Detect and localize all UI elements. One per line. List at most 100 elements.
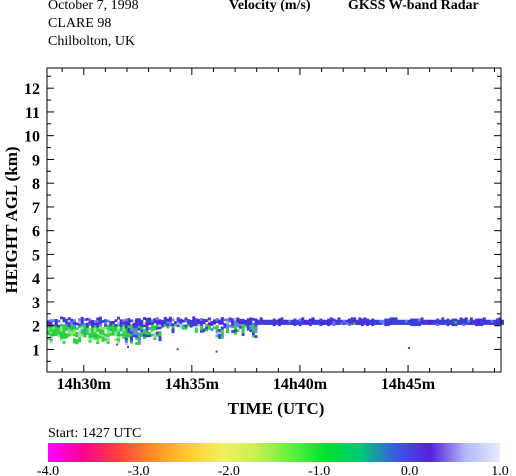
velocity-cell <box>251 334 255 338</box>
velocity-cell <box>106 326 110 330</box>
velocity-cell <box>104 326 108 330</box>
velocity-cell <box>371 318 375 322</box>
velocity-cell <box>59 323 63 327</box>
velocity-cell <box>192 323 196 327</box>
velocity-cell <box>98 326 102 329</box>
velocity-cell <box>88 318 92 322</box>
velocity-cell <box>381 319 385 323</box>
y-tick-label: 3 <box>32 295 40 312</box>
velocity-cell <box>88 332 92 336</box>
velocity-cell <box>127 318 131 321</box>
colorbar-ticks: -4.0 -3.0 -2.0 -1.0 0.0 1.0 <box>37 464 509 476</box>
velocity-cell <box>394 319 398 323</box>
velocity-cell <box>235 329 238 332</box>
velocity-cell <box>49 340 53 344</box>
velocity-cell <box>218 333 222 337</box>
velocity-cell <box>158 331 162 334</box>
velocity-cell <box>163 321 167 325</box>
velocity-cell <box>114 324 118 327</box>
velocity-cell <box>70 321 74 324</box>
colorbar-tick-label: -1.0 <box>308 464 330 476</box>
velocity-cell <box>171 323 175 327</box>
velocity-cell <box>446 318 450 322</box>
velocity-cell <box>54 318 58 322</box>
location-label: Chilbolton, UK <box>48 34 136 49</box>
velocity-cell <box>145 317 149 321</box>
velocity-cell <box>101 339 105 342</box>
velocity-cell <box>345 322 349 325</box>
velocity-cell <box>148 322 152 326</box>
velocity-cell <box>433 319 437 323</box>
velocity-cell <box>124 342 128 346</box>
velocity-cell <box>464 317 468 321</box>
velocity-cell <box>456 319 460 323</box>
velocity-cell <box>332 320 336 324</box>
velocity-cell <box>215 350 218 353</box>
velocity-cell <box>215 320 219 324</box>
velocity-cell <box>441 319 445 323</box>
velocity-cell <box>65 333 69 336</box>
velocity-cell <box>321 322 325 325</box>
velocity-cell <box>126 345 129 348</box>
velocity-cell <box>249 322 253 325</box>
velocity-cell <box>205 323 209 327</box>
velocity-cell <box>171 330 175 334</box>
velocity-cell <box>475 320 479 324</box>
velocity-cell <box>67 321 71 325</box>
velocity-cell <box>140 326 144 330</box>
velocity-cell <box>137 327 141 331</box>
velocity-cell <box>389 319 393 323</box>
velocity-cell <box>293 323 297 327</box>
velocity-cell <box>179 321 183 324</box>
velocity-cell <box>241 328 245 332</box>
velocity-cell <box>78 323 82 326</box>
velocity-cell <box>220 336 224 339</box>
velocity-cell <box>130 338 134 342</box>
velocity-cell <box>215 329 219 333</box>
velocity-cell <box>130 333 134 337</box>
velocity-cell <box>368 322 372 325</box>
velocity-cell <box>47 325 50 328</box>
velocity-cell <box>290 319 294 323</box>
velocity-cell <box>78 334 82 338</box>
velocity-cell <box>220 329 224 332</box>
velocity-cell <box>114 331 118 334</box>
velocity-cell <box>200 322 204 326</box>
velocity-cell <box>394 322 398 325</box>
velocity-cell <box>327 320 331 324</box>
velocity-cell <box>218 321 222 325</box>
velocity-cell <box>158 333 162 337</box>
velocity-cell <box>137 342 141 345</box>
velocity-cell <box>285 319 289 323</box>
velocity-cell <box>480 318 484 322</box>
velocity-cell <box>285 322 289 325</box>
velocity-cell <box>88 320 92 324</box>
velocity-cell <box>210 323 214 327</box>
y-tick-label: 1 <box>32 342 40 359</box>
velocity-cell <box>117 328 121 332</box>
velocity-cell <box>207 324 211 328</box>
velocity-cell <box>96 327 100 330</box>
velocity-cell <box>65 335 69 339</box>
velocity-cell <box>228 319 232 323</box>
velocity-cell <box>202 318 206 322</box>
velocity-cell <box>96 334 100 337</box>
velocity-cell <box>251 329 255 333</box>
velocity-cell <box>303 319 307 323</box>
velocity-cell <box>379 319 383 323</box>
velocity-cell <box>436 323 440 327</box>
velocity-cell <box>124 335 128 338</box>
velocity-cell <box>85 322 89 326</box>
velocity-cell <box>213 319 217 323</box>
velocity-cell <box>270 322 274 325</box>
velocity-cell <box>218 319 222 323</box>
velocity-cell <box>469 317 473 321</box>
velocity-cell <box>67 326 71 330</box>
velocity-cell <box>57 329 61 333</box>
velocity-cell <box>62 340 66 344</box>
velocity-cell <box>98 316 102 320</box>
velocity-cell <box>145 329 149 333</box>
velocity-cell <box>340 319 344 323</box>
velocity-cell <box>153 325 157 329</box>
